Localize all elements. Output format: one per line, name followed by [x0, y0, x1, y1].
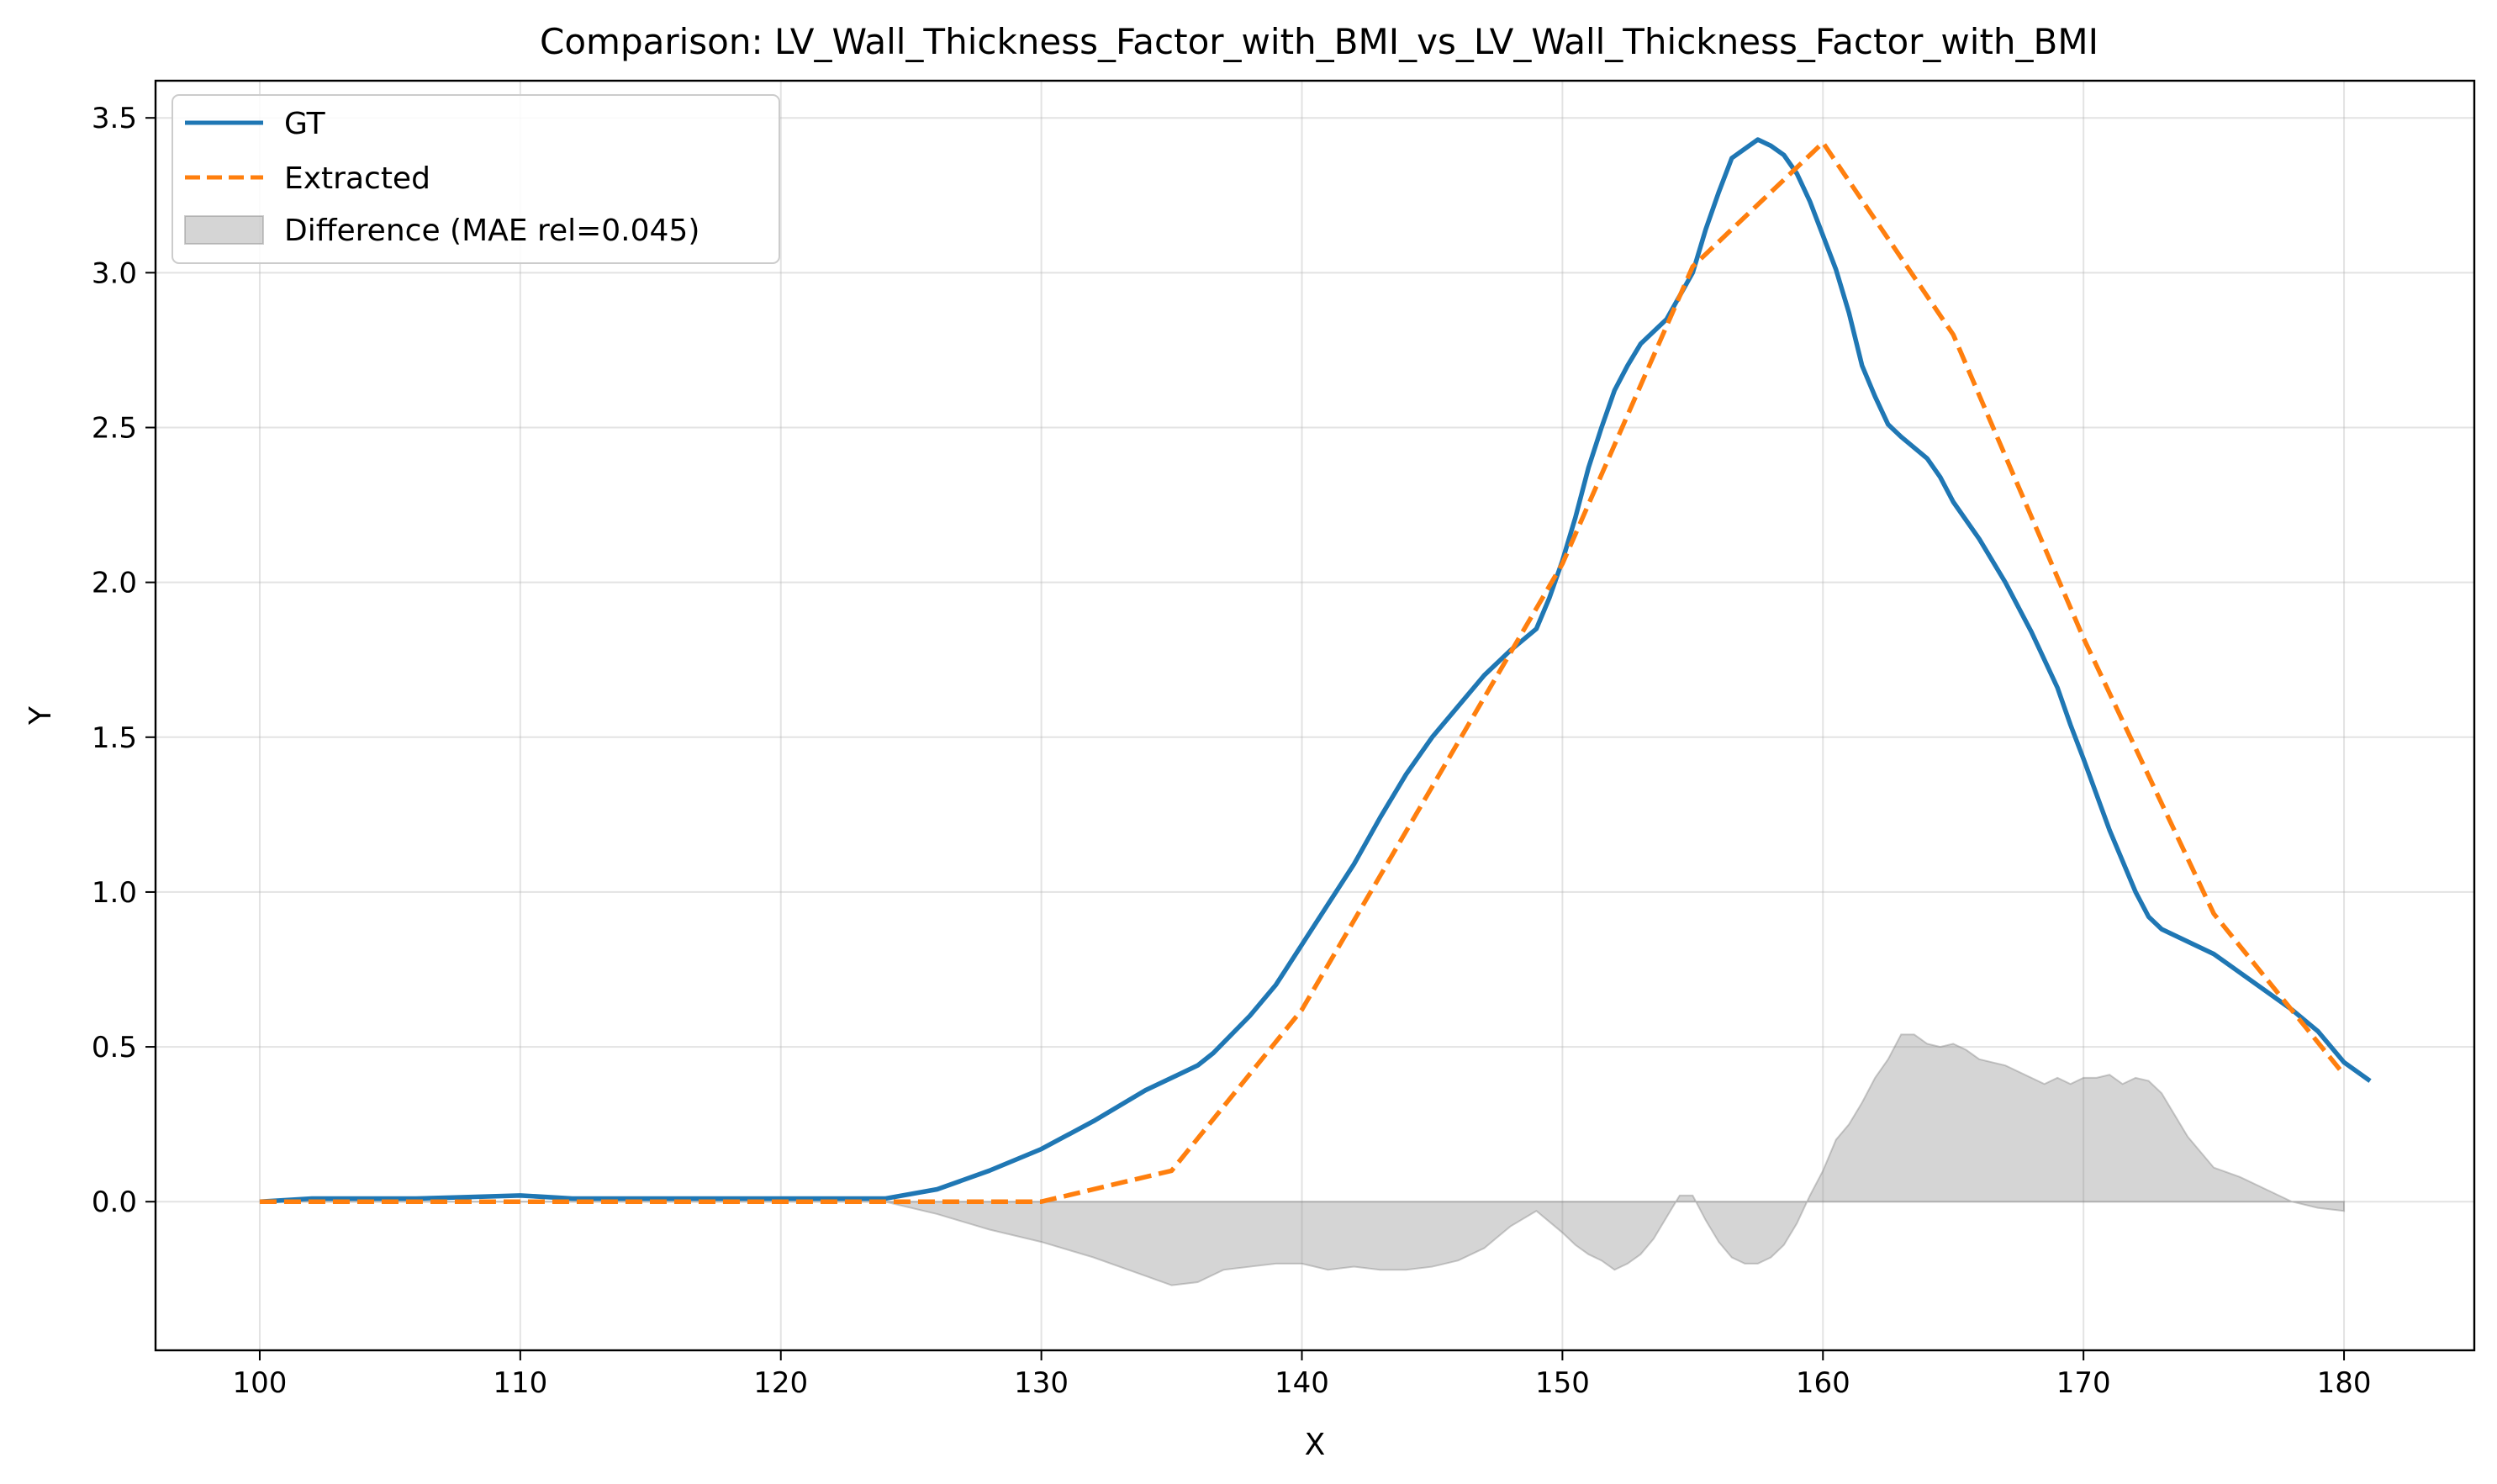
x-axis-label: X [1305, 1428, 1326, 1462]
y-axis-label: Y [24, 705, 58, 726]
series-group [259, 137, 2372, 1204]
x-tick-label: 110 [493, 1366, 547, 1400]
y-tick-label: 2.5 [92, 411, 137, 445]
y-axis-ticks: 0.0 0.5 1.0 1.5 2.0 2.5 3.0 3.5 [92, 102, 156, 1219]
grid [156, 81, 2474, 1350]
x-tick-label: 140 [1275, 1366, 1329, 1400]
difference-area-group [259, 1033, 2346, 1286]
x-tick-label: 150 [1535, 1366, 1590, 1400]
chart-title: Comparison: LV_Wall_Thickness_Factor_wit… [540, 21, 2098, 62]
series-line-extracted [259, 140, 2347, 1204]
legend-label-gt: GT [284, 107, 326, 141]
legend-label-difference: Difference (MAE rel=0.045) [284, 214, 699, 248]
legend-frame [172, 94, 780, 264]
legend-swatch-difference [184, 215, 264, 245]
x-tick-label: 130 [1014, 1366, 1069, 1400]
y-tick-label: 1.5 [92, 721, 137, 755]
y-tick-label: 0.0 [92, 1186, 137, 1219]
y-tick-label: 2.0 [92, 567, 137, 600]
legend-label-extracted: Extracted [284, 161, 430, 196]
series-line-gt [259, 137, 2372, 1204]
y-tick-label: 3.5 [92, 102, 137, 135]
x-axis-ticks: 100 110 120 130 140 150 160 170 180 [233, 1350, 2372, 1400]
x-tick-label: 160 [1796, 1366, 1850, 1400]
legend: GT Extracted Difference (MAE rel=0.045) [172, 94, 780, 264]
x-tick-label: 120 [753, 1366, 808, 1400]
y-tick-label: 1.0 [92, 876, 137, 910]
y-tick-label: 0.5 [92, 1031, 137, 1064]
x-tick-label: 180 [2317, 1366, 2372, 1400]
x-tick-label: 170 [2056, 1366, 2111, 1400]
x-tick-label: 100 [233, 1366, 288, 1400]
y-tick-label: 3.0 [92, 256, 137, 290]
difference-area [259, 1033, 2346, 1286]
plot-frame [154, 79, 2476, 1352]
